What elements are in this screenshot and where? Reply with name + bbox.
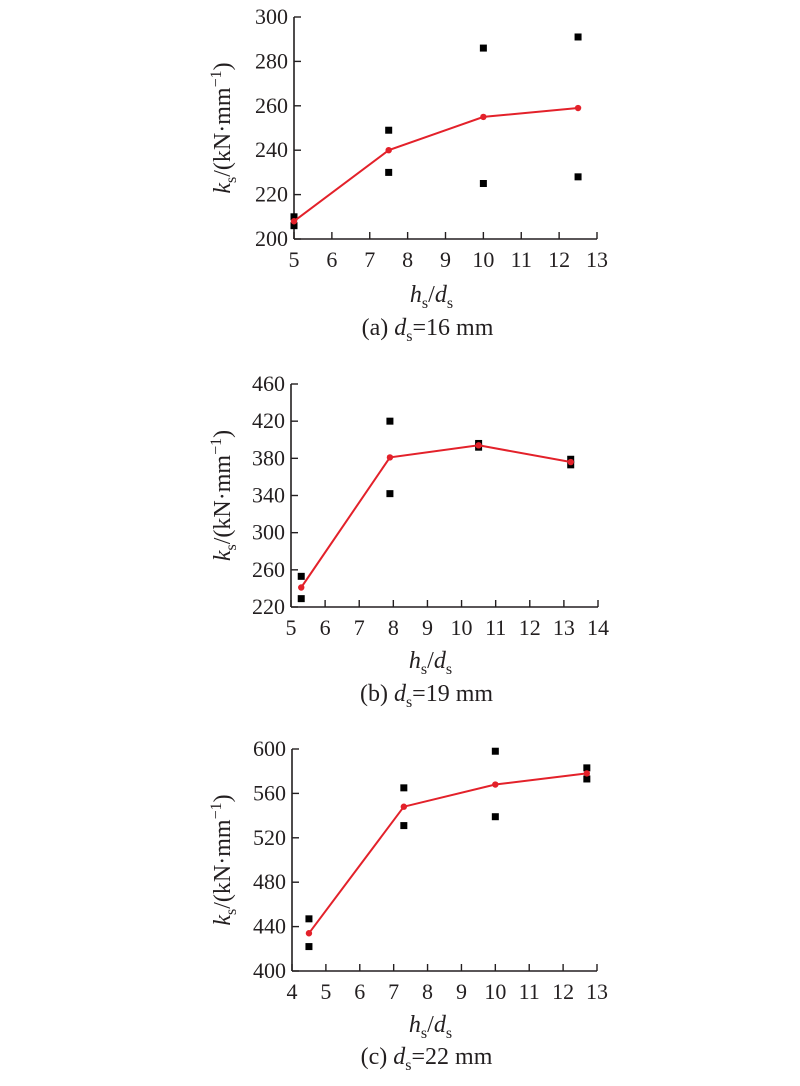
x-tick-label: 9	[456, 979, 467, 1004]
x-tick-label: 5	[320, 979, 331, 1004]
y-tick-label: 220	[255, 182, 288, 207]
panel-caption: (b) ds=19 mm	[360, 681, 493, 711]
y-tick-label: 420	[252, 408, 285, 433]
x-tick-label: 8	[402, 247, 413, 272]
mean-point	[305, 930, 313, 937]
mean-point	[290, 218, 298, 225]
x-tick-label: 10	[451, 615, 473, 640]
data-point	[479, 180, 487, 187]
x-tick-label: 7	[354, 615, 365, 640]
y-tick-label: 280	[255, 48, 288, 73]
data-point	[386, 490, 394, 498]
data-point	[400, 822, 408, 830]
data-point	[574, 173, 582, 181]
data-point	[305, 915, 313, 923]
mean-line	[300, 444, 571, 589]
mean-point	[385, 147, 392, 154]
x-tick-label: 6	[326, 247, 337, 272]
y-axis-label: ks/(kN·mm−1)	[208, 62, 240, 193]
mean-point	[567, 458, 574, 466]
x-tick-label: 9	[422, 615, 433, 640]
x-tick-label: 14	[587, 615, 609, 640]
mean-point	[480, 113, 487, 121]
data-point	[385, 168, 393, 176]
mean-point	[298, 584, 305, 591]
x-tick-label: 11	[485, 615, 506, 640]
x-axis-label: hs/ds	[409, 648, 452, 678]
y-tick-label: 340	[252, 483, 285, 508]
y-tick-label: 440	[253, 914, 286, 939]
data-point	[400, 784, 408, 792]
mean-point	[574, 104, 582, 112]
data-point	[583, 764, 591, 772]
y-tick-label: 480	[253, 869, 286, 894]
panel-caption: (a) ds=16 mm	[362, 315, 494, 345]
y-tick-label: 560	[253, 780, 286, 805]
x-tick-label: 11	[511, 247, 532, 272]
x-tick-label: 8	[388, 615, 399, 640]
data-point	[491, 747, 499, 755]
x-tick-label: 10	[472, 247, 494, 272]
y-tick-label: 200	[255, 226, 288, 251]
chart-panel-1: 200 220 240 260 280 300 5 6 7 8 9 10 11 12 13 hs/ds ks/(…	[208, 4, 608, 345]
data-point	[583, 775, 591, 783]
data-point	[479, 44, 487, 52]
x-tick-label: 12	[519, 615, 541, 640]
x-tick-label: 12	[548, 247, 570, 272]
x-tick-label: 12	[552, 979, 574, 1004]
data-point	[385, 126, 393, 134]
x-tick-label: 6	[320, 615, 331, 640]
data-point	[491, 813, 499, 821]
y-tick-label: 460	[252, 371, 285, 396]
y-tick-label: 300	[255, 4, 288, 29]
chart-panel-3: 400 440 480 520 560 600 4 5 6 7 8 9 10 11 12 13 hs/ds ks/…	[208, 736, 608, 1074]
y-tick-label: 380	[252, 445, 285, 470]
x-tick-label: 10	[484, 979, 506, 1004]
mean-line	[293, 107, 579, 223]
data-point	[290, 213, 298, 221]
mean-point	[400, 803, 408, 810]
x-tick-label: 4	[287, 979, 298, 1004]
data-point	[297, 572, 305, 580]
x-tick-label: 13	[586, 979, 608, 1004]
y-tick-label: 240	[255, 137, 288, 162]
mean-point	[475, 442, 482, 449]
data-point	[297, 595, 305, 603]
y-tick-label: 520	[253, 825, 286, 850]
y-axis-label: ks/(kN·mm−1)	[208, 430, 240, 561]
x-tick-label: 5	[286, 615, 297, 640]
panel-caption: (c) ds=22 mm	[361, 1044, 493, 1074]
data-point	[290, 222, 298, 230]
x-tick-label: 7	[388, 979, 399, 1004]
x-tick-label: 7	[364, 247, 375, 272]
x-tick-label: 6	[354, 979, 365, 1004]
y-axis-label: ks/(kN·mm−1)	[208, 794, 240, 925]
x-axis-label: hs/ds	[410, 282, 453, 312]
x-tick-label: 13	[586, 247, 608, 272]
x-tick-label: 13	[553, 615, 575, 640]
mean-point	[386, 454, 394, 461]
mean-point	[492, 781, 499, 788]
x-tick-label: 8	[422, 979, 433, 1004]
y-tick-label: 260	[255, 93, 288, 118]
data-point	[386, 417, 394, 425]
mean-point	[583, 770, 591, 777]
chart-panel-2: 220 260 300 340 380 420 460 5 6 7 8 9 10 11 12 13 14 hs/d…	[208, 371, 609, 711]
x-tick-label: 11	[519, 979, 540, 1004]
x-axis-label: hs/ds	[409, 1012, 452, 1042]
y-tick-label: 400	[253, 958, 286, 983]
data-point	[305, 943, 313, 951]
mean-line	[308, 772, 587, 934]
y-tick-label: 260	[252, 557, 285, 582]
x-tick-label: 5	[289, 247, 300, 272]
data-point	[574, 33, 582, 41]
y-tick-label: 220	[252, 594, 285, 619]
y-tick-label: 600	[253, 736, 286, 761]
x-tick-label: 9	[440, 247, 451, 272]
y-tick-label: 300	[252, 520, 285, 545]
